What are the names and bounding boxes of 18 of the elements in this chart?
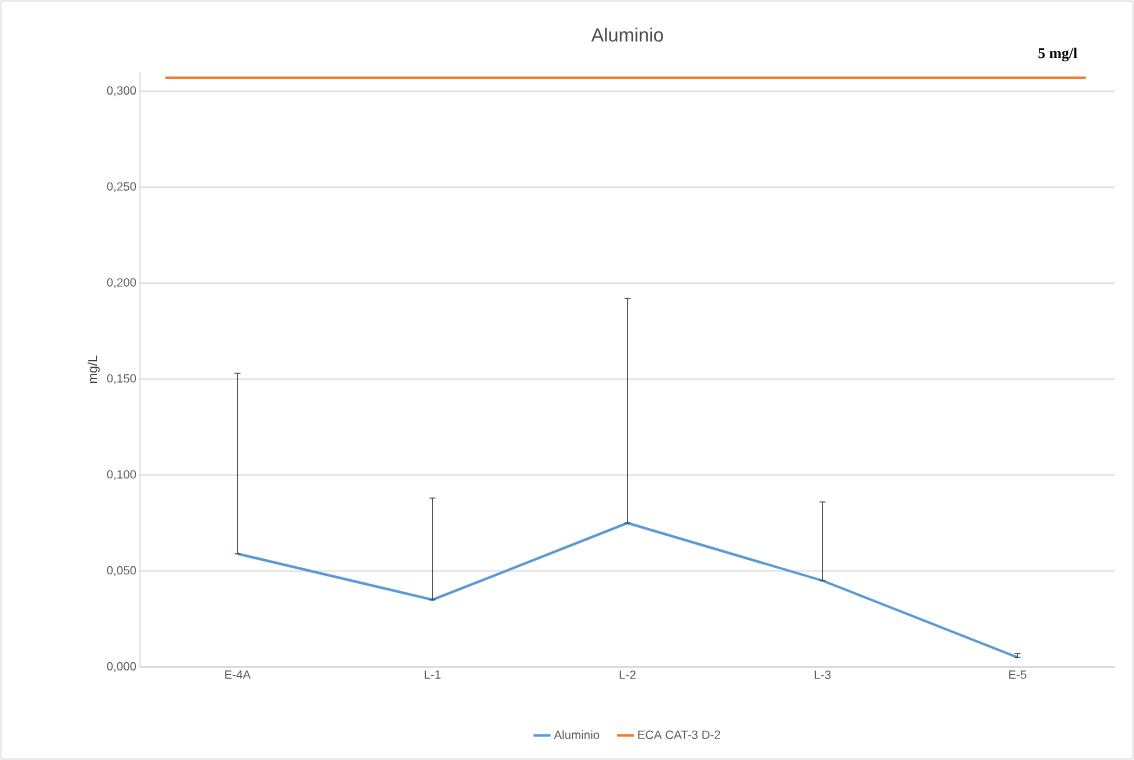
x-tick-label: L-2 [619, 670, 636, 679]
x-tick-label: L-1 [424, 670, 441, 679]
y-tick-label: 0,200 [107, 278, 137, 289]
y-tick-label: 0,050 [107, 566, 137, 576]
y-tick-label: 0,300 [107, 86, 137, 97]
y-tick-label: 0,150 [107, 374, 137, 385]
x-tick-label: L-3 [814, 670, 831, 679]
chart-title: Aluminio [591, 27, 663, 42]
y-tick-label: 0,250 [107, 182, 137, 193]
y-tick-label: 0,000 [107, 662, 137, 672]
line-series [236, 521, 1019, 659]
x-tick-label: E-5 [1009, 670, 1027, 679]
y-axis-title: mg/L [87, 355, 100, 384]
legend-label: ECA CAT-3 D-2 [638, 730, 721, 739]
legend-label: Aluminio [553, 730, 600, 740]
text: 5 mg/l [1038, 47, 1078, 62]
y-tick-label: 0,100 [107, 470, 137, 480]
x-tick-label: E-4A [225, 670, 251, 679]
